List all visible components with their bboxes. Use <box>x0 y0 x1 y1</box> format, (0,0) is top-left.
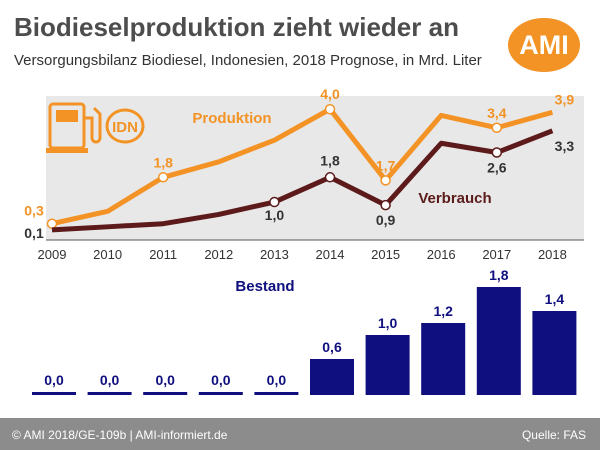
x-tick-label: 2016 <box>427 247 456 262</box>
stock-bar <box>421 323 466 395</box>
bar-value-label: 0,0 <box>100 372 120 388</box>
data-label: 3,9 <box>555 91 575 107</box>
data-label: 1,8 <box>153 154 173 170</box>
stock-bar <box>476 287 521 395</box>
x-tick-label: 2014 <box>316 247 345 262</box>
series-line-consumption <box>51 128 554 233</box>
x-tick-label: 2009 <box>38 247 67 262</box>
stock-bar <box>254 392 299 395</box>
bar-value-label: 0,0 <box>211 372 231 388</box>
data-point <box>380 199 391 211</box>
data-point <box>380 175 391 186</box>
bar-value-label: 1,8 <box>489 267 509 283</box>
footer-source: Quelle: FAS <box>521 428 586 442</box>
data-point <box>157 172 169 183</box>
bar-value-label: 1,4 <box>545 291 565 307</box>
fuel-pump-icon <box>46 102 102 153</box>
data-point <box>324 172 336 183</box>
bar-value-label: 0,0 <box>155 372 175 388</box>
footer-bar: © AMI 2018/GE-109b | AMI-informiert.de Q… <box>0 418 600 450</box>
bar-value-label: 1,2 <box>433 303 453 319</box>
bar-value-label: 0,0 <box>267 372 287 388</box>
data-label: 1,8 <box>320 152 340 168</box>
stock-bar <box>532 311 577 395</box>
data-label: 1,0 <box>265 207 285 223</box>
stock-bar <box>143 392 188 395</box>
country-badge: IDN <box>105 108 145 144</box>
country-badge-circle <box>105 108 145 144</box>
x-tick-label: 2017 <box>482 247 511 262</box>
chart-title: Biodieselproduktion zieht wieder an <box>14 12 459 42</box>
series-label-production: Produktion <box>192 110 271 127</box>
bar-value-label: 0,6 <box>322 339 342 355</box>
x-tick-label: 2012 <box>204 247 233 262</box>
pump-display <box>56 110 78 122</box>
ami-logo: AMI <box>508 18 580 72</box>
data-label: 2,6 <box>487 160 507 176</box>
pump-base <box>46 148 88 153</box>
chart-subtitle: Versorgungsbilanz Biodiesel, Indonesien,… <box>14 52 482 69</box>
pump-hose <box>84 106 102 144</box>
stock-bar <box>365 335 410 395</box>
stock-bar <box>87 392 132 395</box>
data-label: 0,9 <box>376 212 396 228</box>
stock-bar <box>310 359 354 395</box>
data-point <box>491 122 503 134</box>
data-label: 1,7 <box>376 157 396 173</box>
country-badge-text: IDN <box>112 119 138 136</box>
x-tick-label: 2011 <box>149 247 177 262</box>
data-point <box>46 218 58 229</box>
data-point <box>269 196 280 208</box>
data-point <box>491 147 503 158</box>
data-label: 0,3 <box>24 203 44 219</box>
series-label-consumption: Verbrauch <box>418 190 491 207</box>
x-tick-label: 2015 <box>371 247 400 262</box>
x-tick-label: 2018 <box>538 247 567 262</box>
data-label: 0,1 <box>24 225 44 241</box>
x-tick-label: 2010 <box>93 247 122 262</box>
bar-value-label: 1,0 <box>378 315 398 331</box>
footer-copyright: © AMI 2018/GE-109b | AMI-informiert.de <box>12 428 228 442</box>
data-label: 3,4 <box>487 105 507 121</box>
data-point <box>324 103 336 115</box>
bar-chart-title: Bestand <box>235 278 294 295</box>
stock-bar <box>32 392 76 395</box>
stock-bar <box>198 392 243 395</box>
series-line-production <box>51 106 554 227</box>
data-label: 4,0 <box>320 86 340 102</box>
data-label: 3,3 <box>555 138 575 154</box>
x-tick-label: 2013 <box>260 247 289 262</box>
bar-value-label: 0,0 <box>44 372 64 388</box>
